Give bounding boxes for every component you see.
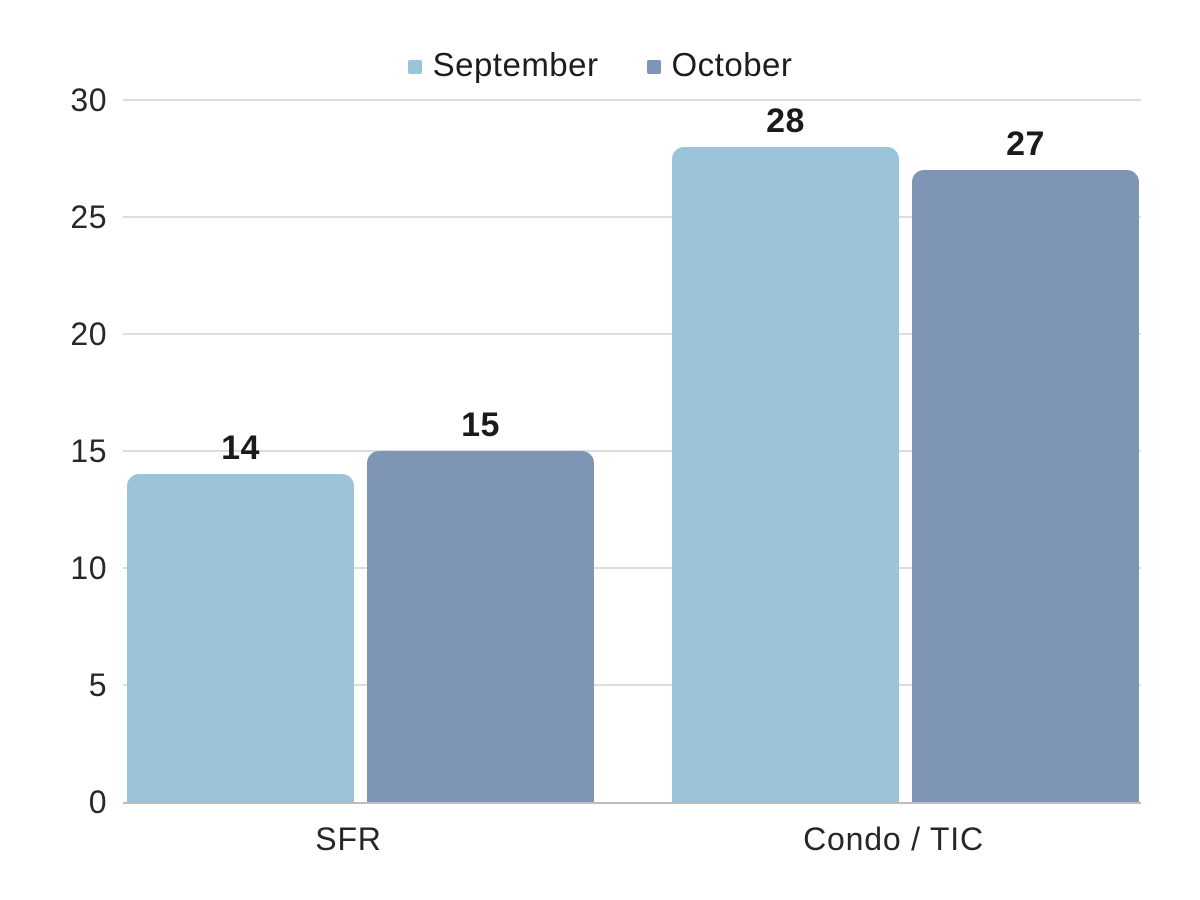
bar-value-label: 28: [766, 102, 805, 140]
legend-item-october: October: [646, 46, 793, 84]
x-axis-category-label: Condo / TIC: [803, 821, 984, 857]
gridline-20: [123, 333, 1141, 335]
y-axis-tick-label: 0: [88, 784, 107, 820]
legend-item-september: September: [407, 46, 599, 84]
bar-september-condo-tic: [672, 147, 899, 802]
y-axis-tick-label: 30: [70, 82, 107, 118]
y-axis-tick-label: 25: [70, 199, 107, 235]
y-axis-tick-label: 10: [70, 550, 107, 586]
y-axis-tick-label: 15: [70, 433, 107, 469]
x-axis-category-label: SFR: [315, 821, 382, 857]
legend-label: September: [432, 46, 599, 83]
gridline-25: [123, 216, 1141, 218]
gridline-30: [123, 99, 1141, 101]
bar-value-label: 27: [1006, 125, 1045, 163]
legend-swatch-icon: [407, 59, 422, 74]
gridline-15: [123, 450, 1141, 452]
legend-swatch-icon: [646, 59, 661, 74]
bar-value-label: 15: [461, 406, 500, 444]
gridline-5: [123, 684, 1141, 686]
plot-area: [123, 99, 1141, 804]
y-axis-tick-label: 5: [88, 667, 107, 703]
chart-legend: September October: [0, 42, 1200, 88]
bar-october-condo-tic: [912, 170, 1139, 802]
gridline-10: [123, 567, 1141, 569]
bar-october-sfr: [367, 451, 594, 802]
bar-value-label: 14: [221, 429, 260, 467]
legend-label: October: [671, 46, 793, 83]
bar-september-sfr: [127, 474, 354, 802]
y-axis-tick-label: 20: [70, 316, 107, 352]
